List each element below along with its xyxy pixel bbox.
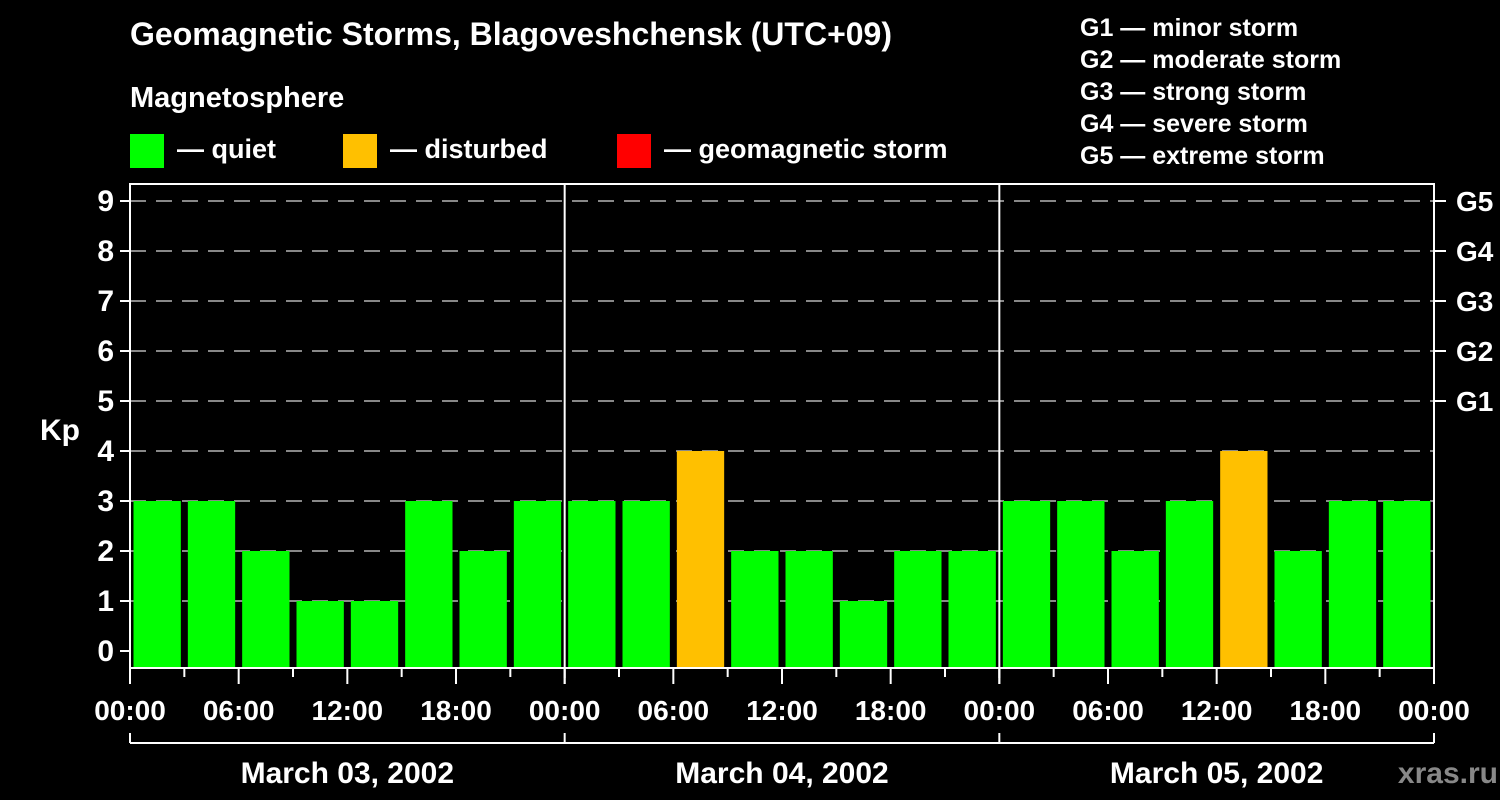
svg-text:06:00: 06:00	[1072, 695, 1144, 726]
svg-text:00:00: 00:00	[94, 695, 166, 726]
svg-text:3: 3	[97, 485, 114, 518]
svg-text:12:00: 12:00	[746, 695, 818, 726]
svg-text:00:00: 00:00	[964, 695, 1036, 726]
svg-text:9: 9	[97, 185, 114, 218]
svg-text:G5: G5	[1456, 186, 1493, 217]
svg-text:G1: G1	[1456, 386, 1493, 417]
svg-text:xras.ru: xras.ru	[1398, 757, 1498, 790]
svg-text:1: 1	[97, 585, 114, 618]
svg-text:2: 2	[97, 535, 114, 568]
svg-text:Kp: Kp	[40, 414, 80, 447]
svg-text:0: 0	[97, 635, 114, 668]
svg-text:18:00: 18:00	[1290, 695, 1362, 726]
svg-text:06:00: 06:00	[203, 695, 275, 726]
svg-text:G2: G2	[1456, 336, 1493, 367]
svg-text:March 05, 2002: March 05, 2002	[1110, 757, 1323, 790]
svg-text:18:00: 18:00	[855, 695, 927, 726]
svg-text:00:00: 00:00	[529, 695, 601, 726]
svg-text:6: 6	[97, 335, 114, 368]
svg-text:March 03, 2002: March 03, 2002	[241, 757, 454, 790]
svg-text:8: 8	[97, 235, 114, 268]
svg-text:7: 7	[97, 285, 114, 318]
svg-text:12:00: 12:00	[312, 695, 384, 726]
svg-text:5: 5	[97, 385, 114, 418]
svg-text:12:00: 12:00	[1181, 695, 1253, 726]
svg-text:March 04, 2002: March 04, 2002	[675, 757, 888, 790]
svg-text:06:00: 06:00	[638, 695, 710, 726]
svg-text:4: 4	[97, 435, 114, 468]
svg-text:00:00: 00:00	[1398, 695, 1470, 726]
svg-text:18:00: 18:00	[420, 695, 492, 726]
svg-text:G4: G4	[1456, 236, 1494, 267]
svg-text:G3: G3	[1456, 286, 1493, 317]
